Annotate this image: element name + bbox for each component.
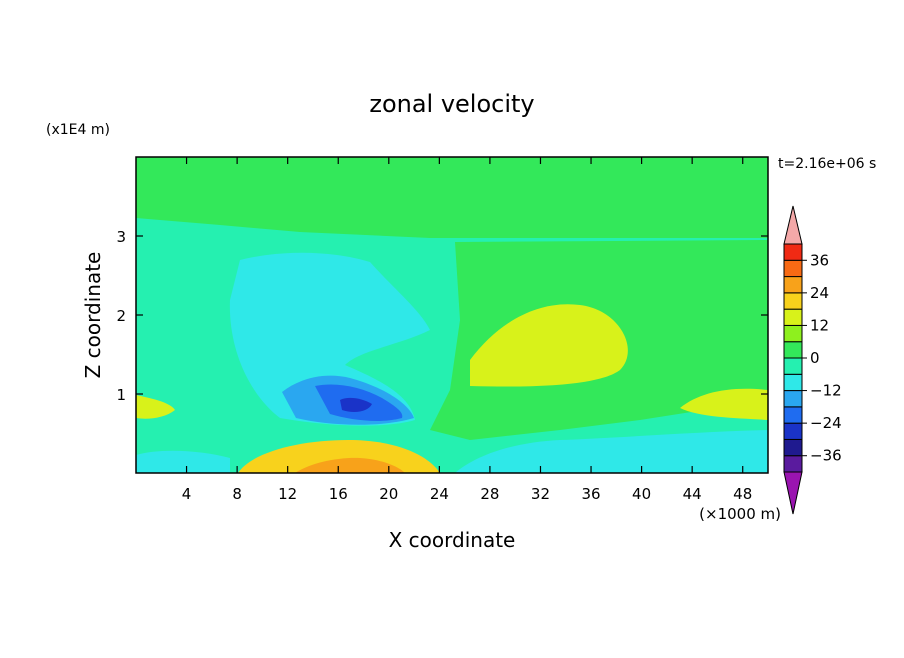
- y-tick-label: 2: [116, 307, 126, 325]
- colorbar-box: [783, 357, 803, 375]
- x-tick-label: 44: [683, 485, 702, 503]
- y-axis: 1 2 3: [116, 228, 768, 404]
- x-tick-label: 24: [430, 485, 449, 503]
- colorbar-under-triangle: [783, 471, 803, 515]
- x-tick-label: 12: [278, 485, 297, 503]
- y-unit-label: (x1E4 m): [46, 122, 110, 138]
- x-tick-label: 16: [329, 485, 348, 503]
- colorbar-tick-label: 36: [810, 251, 829, 269]
- x-tick-label: 40: [632, 485, 651, 503]
- field-region-right-yellow: [680, 388, 768, 420]
- x-unit-label: (×1000 m): [699, 505, 781, 523]
- x-tick-label: 8: [232, 485, 242, 503]
- colorbar-box: [783, 373, 803, 392]
- field-region-left-yellow: [136, 395, 175, 419]
- field-region-dark-blue-core: [340, 397, 372, 412]
- plot-area: [136, 157, 768, 473]
- colorbar-box: [783, 324, 803, 343]
- x-tick-label: 20: [379, 485, 398, 503]
- colorbar-tick-label: −36: [810, 447, 842, 465]
- colorbar-box: [783, 455, 803, 473]
- field-region-yellow-core: [470, 304, 628, 387]
- colorbar-tick-label: −24: [810, 414, 842, 432]
- y-tick-label: 1: [116, 386, 126, 404]
- colorbar-box: [783, 390, 803, 408]
- x-axis: 4 8 12 16 20 24 28 32 36 40 44 48: [182, 157, 752, 503]
- x-tick-label: 36: [581, 485, 600, 503]
- colorbar-box: [783, 308, 803, 326]
- colorbar: 36 24 12 0 −12 −24 −36: [783, 205, 842, 515]
- field-region-upper-green: [136, 157, 768, 238]
- colorbar-box: [783, 276, 803, 294]
- colorbar-over-triangle: [783, 205, 803, 245]
- colorbar-box: [783, 406, 803, 424]
- field-region-cyan-column: [229, 252, 430, 426]
- x-tick-label: 32: [531, 485, 550, 503]
- field-region-surface-max: [295, 457, 405, 473]
- colorbar-tick-label: −12: [810, 382, 842, 400]
- colorbar-box: [783, 422, 803, 440]
- colorbar-tick-label: 24: [810, 284, 829, 302]
- colorbar-box: [783, 259, 803, 278]
- colorbar-box: [783, 341, 803, 359]
- x-tick-label: 48: [733, 485, 752, 503]
- x-tick-label: 4: [182, 485, 192, 503]
- colorbar-tick-label: 0: [810, 349, 820, 367]
- chart-title: zonal velocity: [369, 90, 534, 118]
- colorbar-box: [783, 292, 803, 310]
- colorbar-tick-label: 12: [810, 316, 829, 334]
- x-tick-label: 28: [480, 485, 499, 503]
- x-axis-label: X coordinate: [389, 528, 516, 552]
- time-label: t=2.16e+06 s: [778, 156, 876, 172]
- field-region-near-surface-cyan: [136, 430, 768, 473]
- colorbar-box: [783, 438, 803, 457]
- y-tick-label: 3: [116, 228, 126, 246]
- colorbar-box: [783, 243, 803, 261]
- y-axis-label: Z coordinate: [81, 252, 105, 379]
